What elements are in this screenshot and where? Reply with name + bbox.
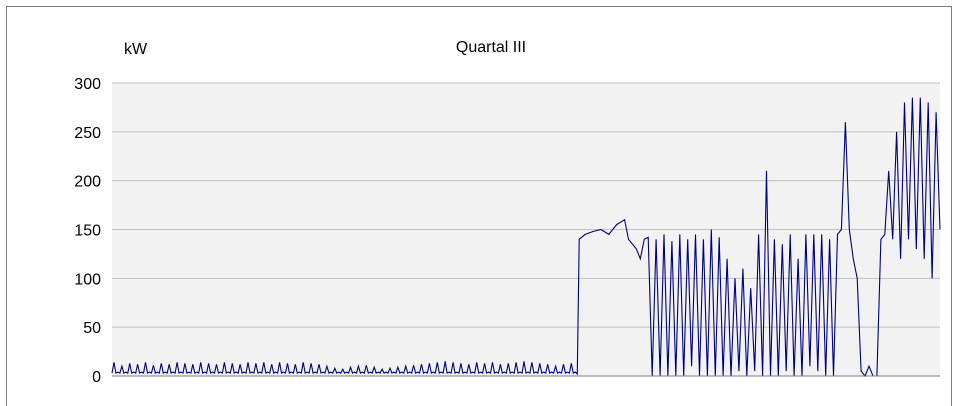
y-tick-label-100: 100 <box>74 271 101 288</box>
y-tick-label-200: 200 <box>74 174 101 191</box>
chart-title: Quartal III <box>456 39 526 56</box>
y-tick-label-250: 250 <box>74 125 101 142</box>
y-tick-label-150: 150 <box>74 223 101 240</box>
y-tick-label-50: 50 <box>83 320 101 337</box>
y-tick-label-300: 300 <box>74 76 101 93</box>
series-line <box>111 97 941 378</box>
y-tick-label-0: 0 <box>92 369 101 386</box>
gridlines <box>112 82 940 328</box>
y-axis-unit: kW <box>124 41 148 58</box>
y-axis-ticks: 0 50 100 150 200 250 300 <box>74 76 101 386</box>
